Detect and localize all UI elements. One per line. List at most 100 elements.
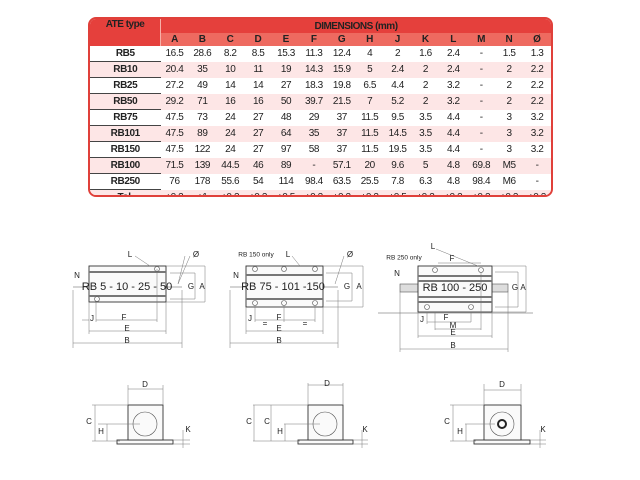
value-cell: 71.5	[160, 157, 189, 174]
value-cell: 15.9	[327, 61, 356, 78]
value-cell: ±0.5	[383, 189, 412, 195]
value-cell: ±0.2	[523, 189, 551, 195]
value-cell: 1.5	[502, 48, 516, 60]
value-cell: 27.2	[165, 80, 184, 91]
value-cell: 6.3	[419, 176, 432, 187]
table-row: RB5 16.5 28.6 8.2 8.5 15.3 11.3 12.4 4 2 1.6 2.4 - 1.…	[90, 46, 551, 62]
value-cell: 39.7	[299, 93, 328, 110]
column-header-13: Ø	[523, 33, 551, 46]
side-view-2: D C C H K	[246, 379, 368, 448]
column-header-6: G	[327, 33, 356, 46]
value-cell: 19.5	[388, 144, 407, 155]
value-cell: 3.5	[411, 125, 440, 142]
dim-label-b: B	[124, 336, 129, 345]
value-cell: 1.6	[419, 48, 432, 60]
value-cell: 98.4	[472, 176, 491, 187]
value-cell: ±0.5	[272, 189, 300, 195]
type-cell: RB25	[90, 77, 161, 94]
value-cell: 25.5	[360, 176, 379, 187]
table-row: RB250 76 178 55.6 54 114 98.4 63.5 25.5 7.8 6.3 4.8…	[90, 173, 551, 190]
value-cell: 4.8	[447, 176, 460, 187]
value-cell: 2	[495, 61, 524, 78]
value-cell: 7	[355, 93, 384, 110]
value-cell: 2.2	[530, 80, 544, 91]
column-header-12: N	[495, 33, 524, 46]
value-cell: ±0.2	[216, 189, 245, 195]
value-cell: 3.2	[530, 112, 544, 123]
dimensions-header: DIMENSIONS (mm)	[160, 19, 551, 33]
value-cell: 47.5	[165, 144, 184, 155]
dim-label-f: F	[122, 313, 127, 322]
dim-label-c-inner: C	[264, 417, 270, 426]
value-cell: 11	[244, 61, 273, 78]
value-cell: 24	[216, 125, 245, 142]
value-cell: 89	[188, 125, 217, 142]
dim-label-b: B	[450, 341, 455, 350]
value-cell: 76	[169, 176, 180, 187]
type-cell: Tol.	[90, 189, 161, 195]
value-cell: 2.4	[383, 61, 412, 78]
dim-label-diameter: Ø	[347, 250, 353, 259]
dim-label-b: B	[276, 336, 281, 345]
dim-label-l: L	[431, 242, 436, 251]
table-row: RB25 27.2 49 14 14 27 18.3 19.8 6.5 4.4 2 3.2 - 2 2.2	[90, 77, 551, 94]
value-cell: 2	[422, 80, 429, 91]
value-cell: 4.4	[391, 80, 404, 91]
value-cell: -	[299, 157, 328, 174]
dim-label-m: M	[450, 321, 457, 330]
value-cell: 44.5	[216, 157, 245, 174]
value-cell: 5	[411, 157, 440, 174]
table-row: RB150 47.5 122 24 27 97 58 37 11.5 19.5 3.5 4.4 - 3 3.…	[90, 141, 551, 158]
value-cell: 19.8	[332, 80, 351, 91]
type-cell: RB250	[90, 173, 161, 190]
value-cell: 3.2	[439, 93, 468, 110]
value-cell: 15.3	[277, 48, 295, 60]
value-cell: 27	[280, 80, 292, 91]
value-cell: 14	[252, 80, 264, 91]
column-header-4: E	[272, 33, 300, 46]
value-cell: 4	[367, 48, 373, 60]
value-cell: 16	[216, 93, 245, 110]
value-cell: -	[479, 80, 483, 91]
dim-label-k: K	[540, 425, 546, 434]
value-cell: ±1	[188, 189, 217, 195]
type-cell: RB5	[90, 46, 161, 62]
drawing-rb100-250: RB 100 - 250 RB 250 only L F N G A J F M…	[378, 242, 533, 352]
value-cell: 14	[225, 80, 236, 91]
drawing-rb5-50: RB 5 - 10 - 25 - 50 L Ø N G A J F E B	[72, 250, 205, 348]
value-cell: -	[479, 48, 483, 60]
value-cell: 2	[411, 93, 440, 110]
value-cell: 3	[495, 125, 524, 142]
value-cell: 122	[194, 144, 211, 155]
dim-label-d: D	[324, 379, 330, 388]
value-cell: 2.4	[447, 48, 460, 60]
dim-label-f: F	[277, 313, 282, 322]
dim-label-a: A	[199, 282, 205, 291]
dim-label-j: J	[420, 315, 424, 324]
dim-label-d: D	[142, 380, 148, 389]
value-cell: ±0.2	[495, 189, 524, 195]
dim-label-diameter: Ø	[193, 250, 199, 259]
model-label: RB 75 - 101 -150	[241, 281, 325, 293]
dim-label-g: G	[344, 282, 350, 291]
value-cell: 7.8	[391, 176, 404, 187]
dim-label-a: A	[356, 282, 362, 291]
value-cell: 3	[506, 144, 513, 155]
value-cell: 27	[252, 144, 264, 155]
column-header-3: D	[244, 33, 273, 46]
value-cell: -	[523, 157, 551, 174]
dim-label-g: G	[188, 282, 194, 291]
value-cell: 20.4	[160, 61, 189, 78]
dim-label-n: N	[394, 269, 400, 278]
dim-label-f-top: F	[450, 254, 455, 263]
value-cell: 46	[244, 157, 273, 174]
value-cell: M6	[502, 176, 516, 187]
value-cell: 3.5	[419, 112, 432, 123]
value-cell: 178	[194, 176, 211, 187]
dim-label-a: A	[520, 283, 526, 292]
dim-label-d: D	[499, 380, 505, 389]
value-cell: 9.6	[383, 157, 412, 174]
value-cell: 54	[252, 176, 264, 187]
value-cell: 48	[280, 112, 292, 123]
value-cell: 5	[355, 61, 384, 78]
